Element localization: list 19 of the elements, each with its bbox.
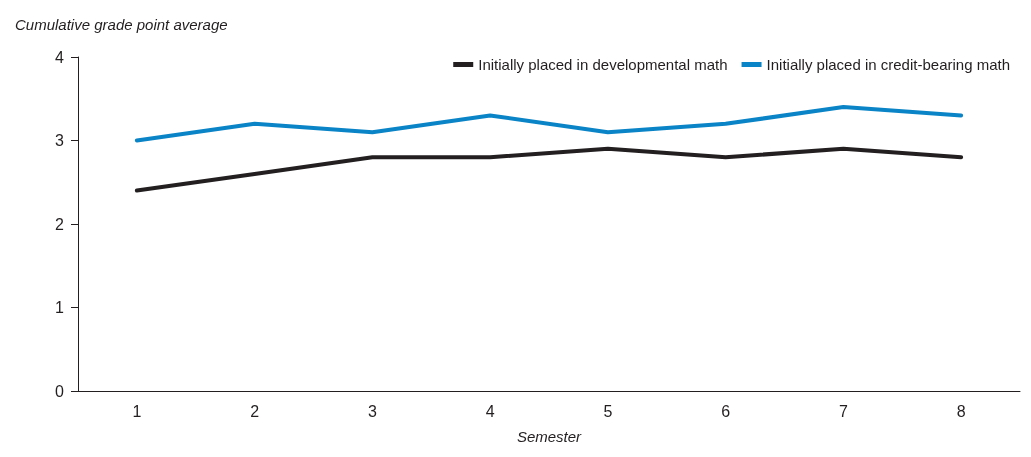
line-series (134, 146, 964, 193)
line-series (134, 105, 964, 143)
x-tick-label: 4 (485, 402, 495, 420)
x-tick-label: 6 (721, 402, 731, 420)
x-tick-label: 7 (838, 402, 848, 420)
y-tick-label: 3 (55, 132, 65, 149)
y-tick-label: 0 (55, 382, 65, 400)
y-tick-label: 4 (55, 48, 65, 66)
x-tick-label: 2 (250, 402, 260, 420)
x-tick-label: 1 (132, 402, 142, 420)
y-axis-title: Cumulative grade point average (15, 16, 228, 33)
legend-label: Initially placed in developmental math (478, 56, 728, 73)
y-tick-label: 1 (55, 299, 65, 316)
x-tick-label: 5 (603, 402, 613, 420)
y-tick-label: 2 (55, 215, 65, 233)
legend-label: Initially placed in credit-bearing math (766, 56, 1011, 73)
x-axis-title: Semester (516, 428, 583, 445)
x-tick-label: 8 (956, 402, 966, 420)
x-tick-label: 3 (367, 402, 377, 420)
